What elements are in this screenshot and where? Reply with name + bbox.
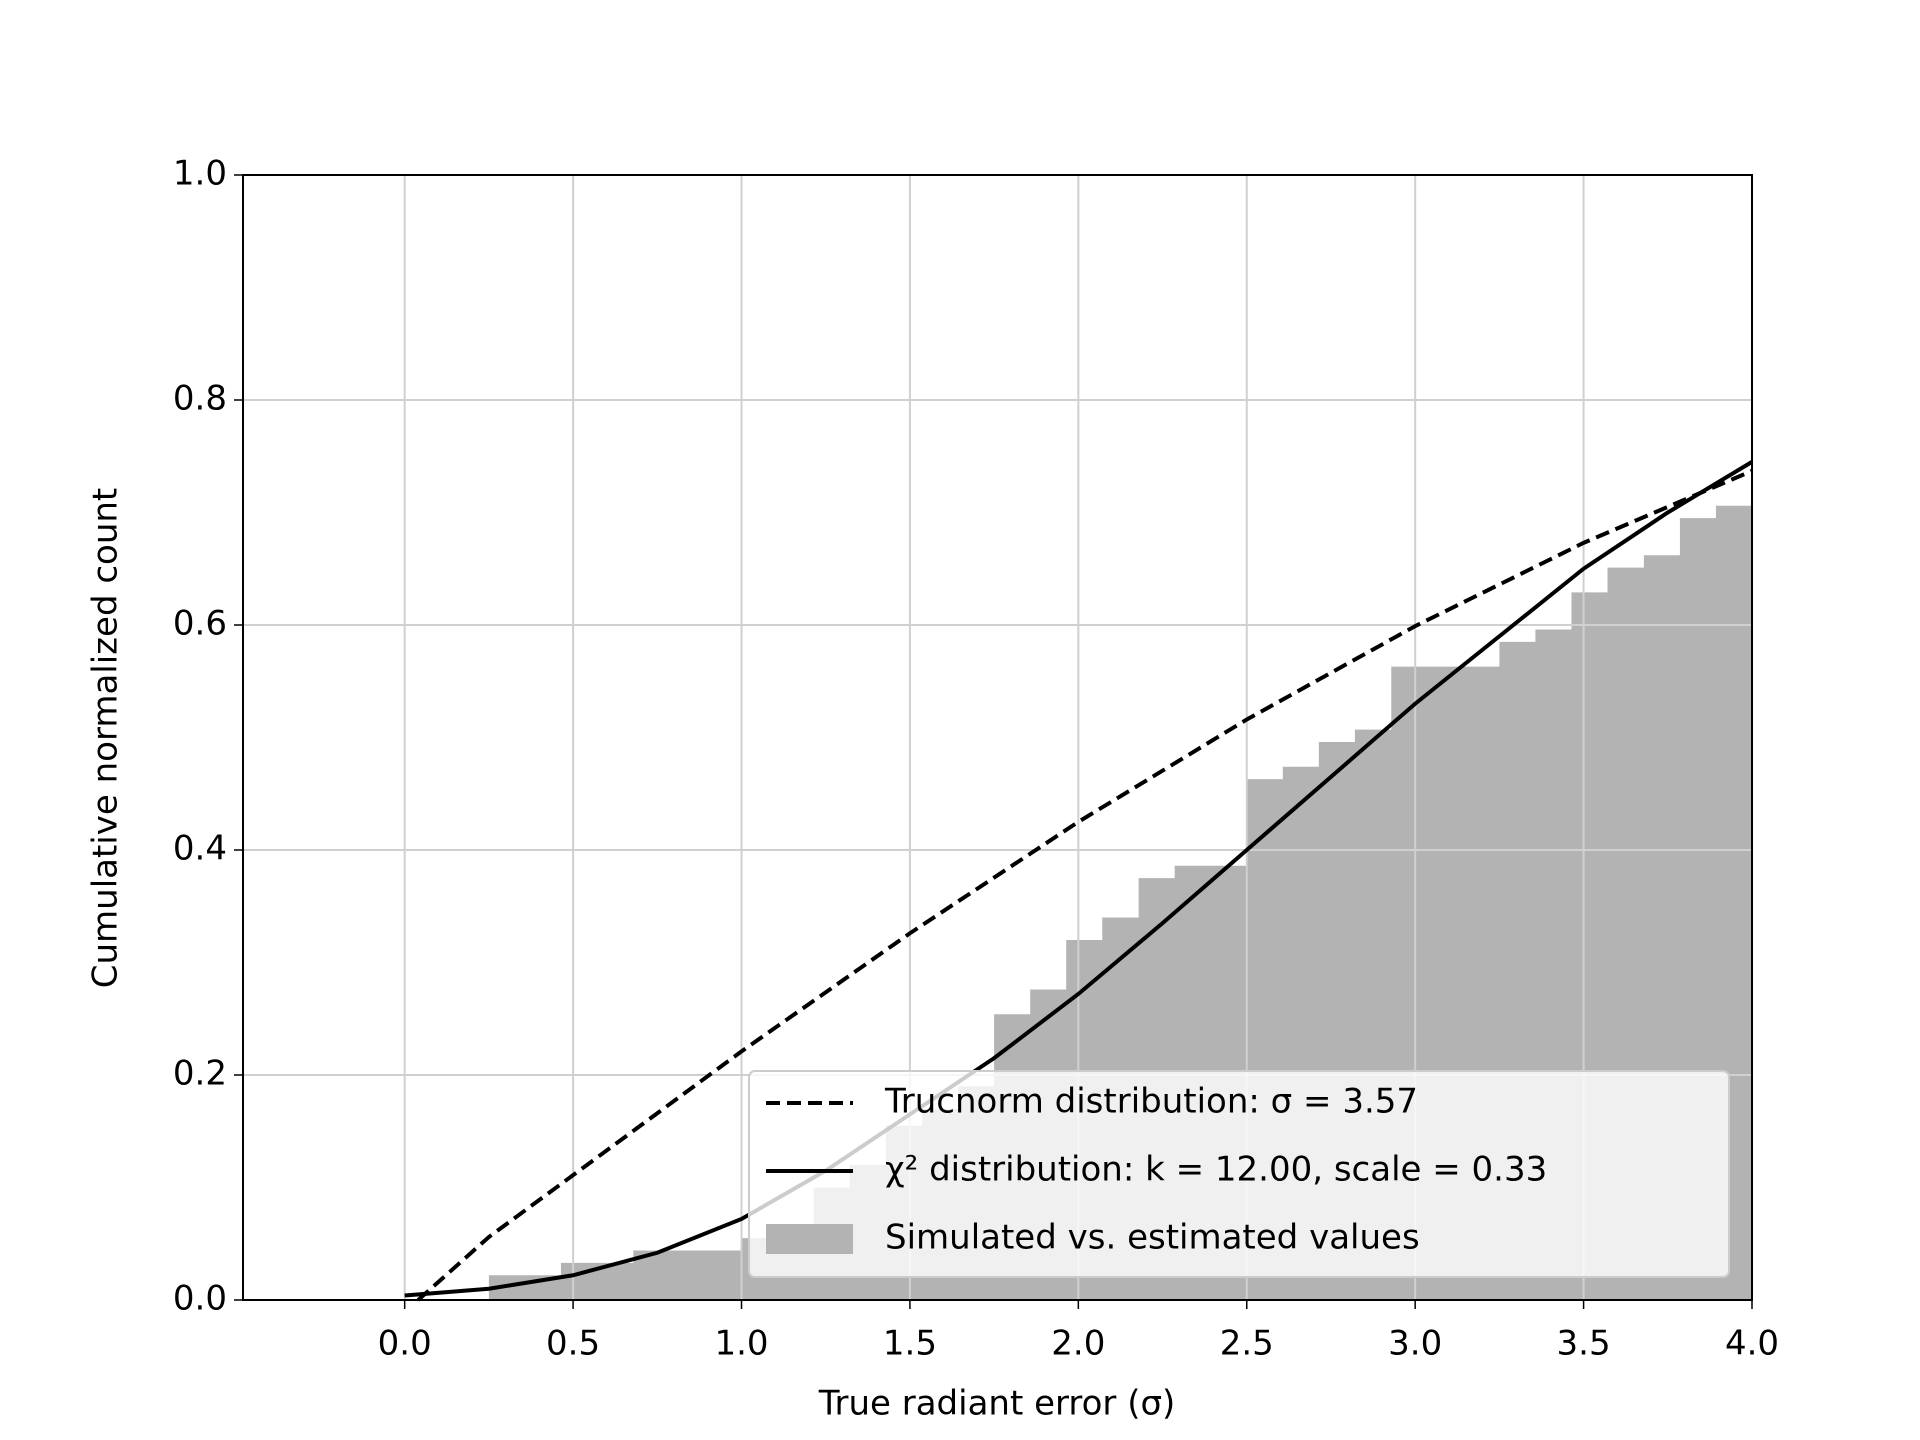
bar <box>669 1250 706 1300</box>
line-series <box>416 469 1753 1302</box>
legend-label: χ² distribution: k = 12.00, scale = 0.33 <box>885 1150 1547 1190</box>
y-tick-label: 0.0 <box>173 1279 227 1319</box>
y-tick-label: 0.2 <box>173 1054 227 1094</box>
legend-swatch <box>766 1224 853 1254</box>
x-tick-label: 3.5 <box>1557 1324 1611 1364</box>
legend-label: Simulated vs. estimated values <box>885 1218 1420 1258</box>
x-tick-label: 1.0 <box>714 1324 768 1364</box>
y-tick-label: 0.6 <box>173 604 227 644</box>
x-tick-label: 0.0 <box>378 1324 432 1364</box>
legend-label: Trucnorm distribution: σ = 3.57 <box>884 1082 1418 1122</box>
x-tick-label: 2.5 <box>1220 1324 1274 1364</box>
bar <box>705 1250 743 1300</box>
line-series <box>404 460 1754 1298</box>
legend: Trucnorm distribution: σ = 3.57 χ² distri… <box>748 1070 1730 1278</box>
x-tick-label: 4.0 <box>1725 1324 1779 1364</box>
x-tick-label: 1.5 <box>883 1324 937 1364</box>
y-axis-label: Cumulative normalized count <box>86 488 126 989</box>
x-axis-label: True radiant error (σ) <box>818 1384 1176 1424</box>
y-tick-label: 1.0 <box>173 154 227 194</box>
y-tick-label: 0.4 <box>173 829 227 869</box>
x-tick-label: 2.0 <box>1051 1324 1105 1364</box>
x-tick-label: 0.5 <box>546 1324 600 1364</box>
x-tick-label: 3.0 <box>1388 1324 1442 1364</box>
y-tick-label: 0.8 <box>173 379 227 419</box>
legend-box <box>748 1070 1730 1278</box>
axes-frame <box>242 174 1753 1301</box>
